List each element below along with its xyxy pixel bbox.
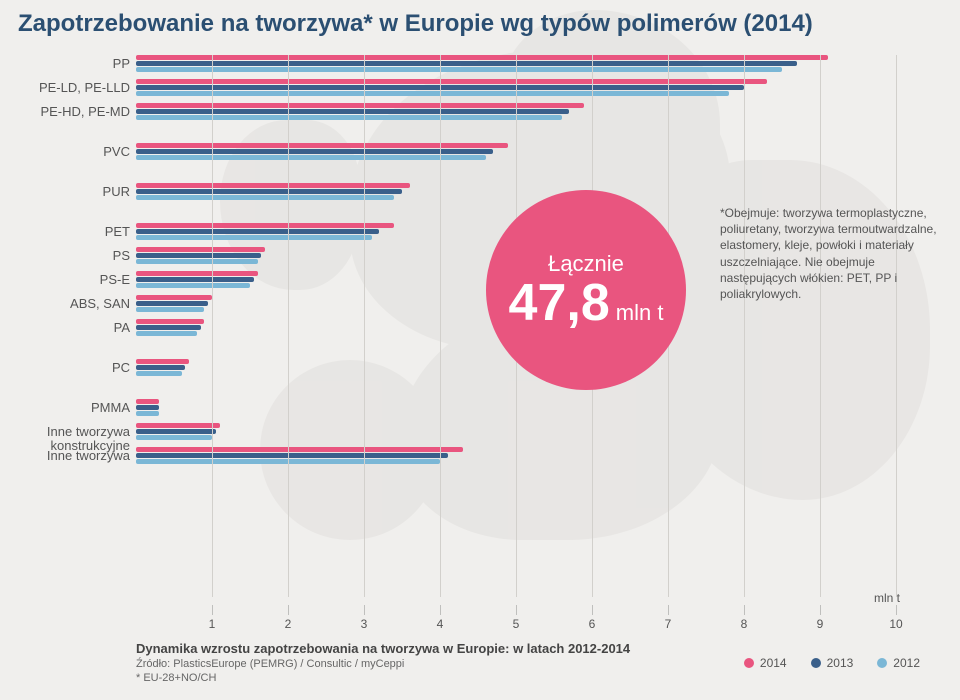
legend-label: 2012 [893, 656, 920, 670]
bar [136, 307, 204, 312]
axis-tick-label: 2 [285, 617, 292, 631]
legend-item: 2014 [744, 656, 787, 670]
category-label: PMMA [10, 401, 130, 415]
category-label: PS [10, 249, 130, 263]
bar [136, 295, 212, 300]
legend: 2014 2013 2012 [744, 656, 920, 670]
bar [136, 109, 569, 114]
legend-item: 2012 [877, 656, 920, 670]
bar [136, 301, 208, 306]
category-label: PUR [10, 185, 130, 199]
bar [136, 283, 250, 288]
bar [136, 371, 182, 376]
legend-swatch [877, 658, 887, 668]
bar [136, 155, 486, 160]
footer-scope: * EU-28+NO/CH [136, 672, 920, 684]
category-label: ABS, SAN [10, 297, 130, 311]
legend-swatch [744, 658, 754, 668]
bar [136, 235, 372, 240]
category-label: PET [10, 225, 130, 239]
category-label: PE-LD, PE-LLD [10, 81, 130, 95]
axis-tick-label: 3 [361, 617, 368, 631]
bar [136, 67, 782, 72]
axis-tick-label: 7 [665, 617, 672, 631]
legend-item: 2013 [811, 656, 854, 670]
total-circle: Łącznie 47,8mln t [486, 190, 686, 390]
bar [136, 195, 394, 200]
bar [136, 61, 797, 66]
axis-tick-label: 6 [589, 617, 596, 631]
footer-title: Dynamika wzrostu zapotrzebowania na twor… [136, 641, 920, 656]
bar [136, 143, 508, 148]
category-label: PC [10, 361, 130, 375]
bar [136, 399, 159, 404]
category-label: PA [10, 321, 130, 335]
bar [136, 115, 562, 120]
bar [136, 253, 261, 258]
legend-label: 2013 [827, 656, 854, 670]
total-value: 47,8 [509, 274, 610, 332]
axis-tick-label: 8 [741, 617, 748, 631]
bar [136, 423, 220, 428]
category-label: PVC [10, 145, 130, 159]
bar [136, 183, 410, 188]
axis-tick-label: 4 [437, 617, 444, 631]
bar [136, 359, 189, 364]
bar [136, 365, 185, 370]
category-label: Inne tworzywa [10, 449, 130, 463]
axis-tick-label: 10 [889, 617, 902, 631]
axis-tick-label: 1 [209, 617, 216, 631]
bar [136, 319, 204, 324]
bar [136, 277, 254, 282]
bar [136, 103, 584, 108]
bar [136, 453, 448, 458]
category-label: PP [10, 57, 130, 71]
bar [136, 91, 729, 96]
bar [136, 79, 767, 84]
bar [136, 411, 159, 416]
bar [136, 405, 159, 410]
bar [136, 325, 201, 330]
bar [136, 447, 463, 452]
category-label: PS-E [10, 273, 130, 287]
bar [136, 435, 212, 440]
bar [136, 259, 258, 264]
chart-area: PP PE-LD, PE-LLD PE-HD, PE-MD PVC PUR PET PS PS… [0, 55, 960, 615]
bar [136, 189, 402, 194]
bar [136, 55, 828, 60]
legend-swatch [811, 658, 821, 668]
chart-title: Zapotrzebowanie na tworzywa* w Europie w… [18, 10, 813, 38]
bar [136, 223, 394, 228]
axis-tick-label: 9 [817, 617, 824, 631]
bar [136, 229, 379, 234]
bar [136, 271, 258, 276]
axis-tick-label: 5 [513, 617, 520, 631]
footnote: *Obejmuje: tworzywa termoplastyczne, pol… [720, 205, 940, 302]
category-label: PE-HD, PE-MD [10, 105, 130, 119]
legend-label: 2014 [760, 656, 787, 670]
bar [136, 247, 265, 252]
total-unit: mln t [616, 300, 664, 326]
bar [136, 331, 197, 336]
bar [136, 429, 216, 434]
